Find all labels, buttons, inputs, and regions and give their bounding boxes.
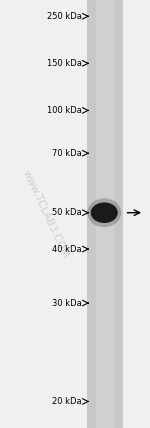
Ellipse shape [91,202,118,223]
Bar [96,0,114,428]
Text: 30 kDa: 30 kDa [52,298,82,308]
Text: 150 kDa: 150 kDa [47,59,82,68]
Text: 20 kDa: 20 kDa [52,397,82,406]
Text: 100 kDa: 100 kDa [47,106,82,115]
Text: 250 kDa: 250 kDa [47,12,82,21]
Text: 40 kDa: 40 kDa [52,244,82,254]
Text: 70 kDa: 70 kDa [52,149,82,158]
Text: 50 kDa: 50 kDa [52,208,82,217]
Ellipse shape [87,198,121,227]
Text: www.TCLAB3.COM: www.TCLAB3.COM [20,169,70,259]
Bar [87,0,123,428]
